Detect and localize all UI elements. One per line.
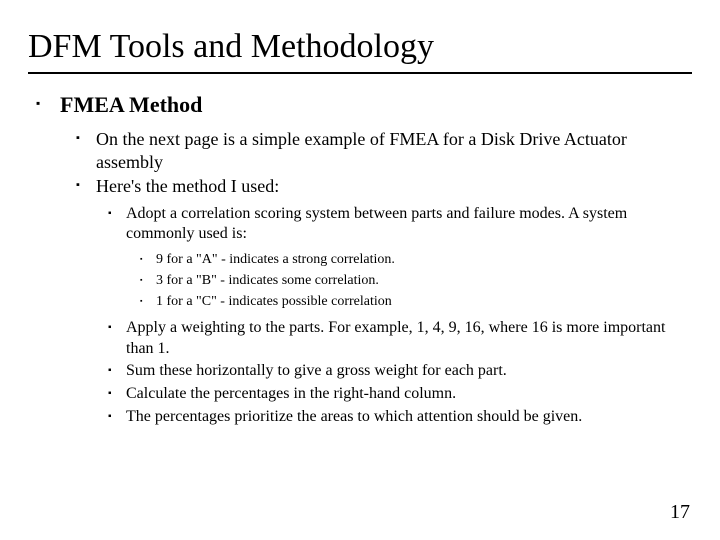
sub-item: The percentages prioritize the areas to …: [126, 407, 692, 428]
section-item: FMEA Method On the next page is a simple…: [60, 92, 692, 428]
section-heading: FMEA Method: [60, 92, 202, 117]
bullet-list-level2: On the next page is a simple example of …: [60, 128, 692, 428]
bullet-list-level1: FMEA Method On the next page is a simple…: [28, 92, 692, 428]
page-number: 17: [670, 501, 690, 524]
sub-item: Calculate the percentages in the right-h…: [126, 384, 692, 405]
bullet-list-level4: 9 for a "A" - indicates a strong correla…: [126, 251, 692, 312]
slide-title: DFM Tools and Methodology: [28, 28, 692, 74]
subsub-item: 3 for a "B" - indicates some correlation…: [156, 272, 692, 291]
sub-item: Apply a weighting to the parts. For exam…: [126, 318, 692, 360]
body-item: Here's the method I used: Adopt a correl…: [96, 175, 692, 428]
bullet-list-level3: Adopt a correlation scoring system betwe…: [96, 204, 692, 428]
subsub-item: 9 for a "A" - indicates a strong correla…: [156, 251, 692, 270]
sub-item: Adopt a correlation scoring system betwe…: [126, 204, 692, 312]
slide: DFM Tools and Methodology FMEA Method On…: [0, 0, 720, 428]
body-item: On the next page is a simple example of …: [96, 128, 692, 173]
sub-item: Sum these horizontally to give a gross w…: [126, 361, 692, 382]
subsub-item: 1 for a "C" - indicates possible correla…: [156, 293, 692, 312]
body-text: Here's the method I used:: [96, 176, 279, 196]
sub-text: Adopt a correlation scoring system betwe…: [126, 205, 627, 243]
